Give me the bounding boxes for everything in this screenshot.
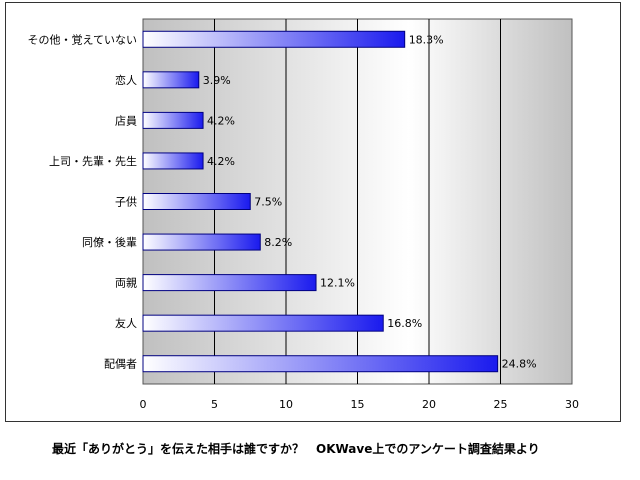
bar (142, 355, 499, 373)
category-label: 店員 (115, 113, 137, 127)
value-label: 16.8% (387, 317, 422, 330)
labels: 0 5 10 15 20 25 30 その他・覚えていない 18.3% 恋人 3.9% 店員 4.2% 上… (28, 33, 579, 411)
value-label: 3.9% (203, 74, 231, 87)
bar (142, 71, 200, 89)
value-label: 7.5% (254, 196, 282, 209)
bar (142, 193, 251, 210)
bar (142, 274, 317, 292)
bar-chart: 0 5 10 15 20 25 30 その他・覚えていない 18.3% 恋人 3.9% 店員 4.2% 上… (28, 18, 579, 411)
chart-caption: 最近「ありがとう」を伝えた相手は誰ですか？ OKWave上でのアンケート調査結果… (52, 442, 540, 456)
category-label: 上司・先輩・先生 (49, 154, 137, 168)
bar (142, 111, 204, 129)
value-label: 18.3% (409, 33, 444, 46)
bar (142, 30, 406, 48)
category-label: 子供 (115, 195, 137, 209)
value-label: 8.2% (264, 236, 292, 249)
category-label: その他・覚えていない (28, 33, 137, 46)
x-tick-label: 0 (140, 398, 147, 411)
x-tick-label: 15 (351, 398, 365, 411)
category-label: 配偶者 (104, 358, 137, 371)
category-label: 両親 (115, 277, 137, 290)
bar (142, 314, 384, 332)
x-tick-label: 5 (211, 398, 218, 411)
category-label: 同僚・後輩 (82, 235, 137, 249)
value-label: 4.2% (207, 114, 235, 127)
x-tick-label: 30 (565, 398, 579, 411)
bars (142, 30, 499, 373)
category-label: 友人 (115, 316, 137, 330)
x-tick-label: 10 (279, 398, 293, 411)
bar (142, 152, 204, 170)
x-tick-label: 20 (422, 398, 436, 411)
chart-frame: 0 5 10 15 20 25 30 その他・覚えていない 18.3% 恋人 3.9% 店員 4.2% 上… (5, 2, 621, 422)
bar (142, 233, 261, 251)
x-tick-label: 25 (494, 398, 508, 411)
value-label: 12.1% (320, 277, 355, 290)
category-label: 恋人 (115, 73, 137, 87)
value-label: 24.8% (502, 358, 537, 371)
value-label: 4.2% (207, 155, 235, 168)
